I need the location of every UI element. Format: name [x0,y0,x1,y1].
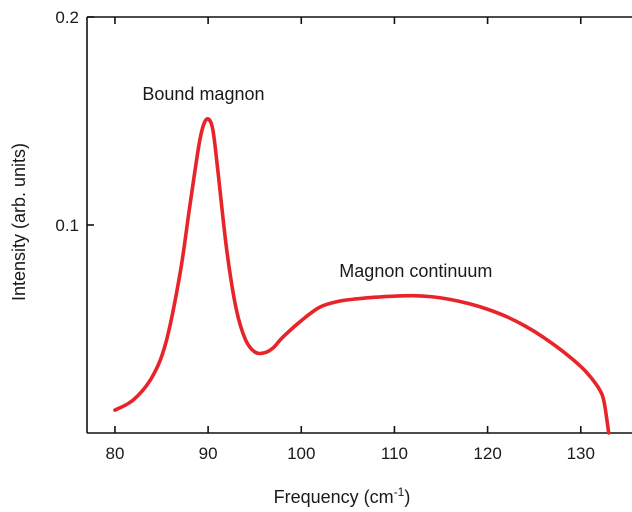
annotations: Bound magnon Magnon continuum [142,84,492,281]
x-tick-label: 130 [567,444,595,463]
ticks: 80 90 100 110 120 130 0.1 0.2 [55,8,595,463]
x-tick-label: 80 [105,444,124,463]
x-tick-label: 90 [199,444,218,463]
x-tick-label: 120 [473,444,501,463]
x-axis-label: Frequency (cm-1) [274,485,411,507]
labels: Intensity (arb. units) Frequency (cm-1) [9,143,410,507]
x-axis-label-superscript: -1 [394,485,405,499]
series-line-0 [113,117,611,435]
x-tick-label: 100 [287,444,315,463]
x-axis-label-suffix: ) [404,487,410,507]
x-tick-label: 110 [381,444,408,463]
annotation-label-0: Bound magnon [142,84,264,104]
y-tick-label: 0.1 [55,216,79,235]
axes [86,16,632,434]
y-tick-label: 0.2 [55,8,79,27]
series-layer [113,117,611,435]
y-axis-label: Intensity (arb. units) [9,143,29,301]
annotation-label-1: Magnon continuum [339,261,492,281]
x-axis-label-main: Frequency (cm [274,487,394,507]
